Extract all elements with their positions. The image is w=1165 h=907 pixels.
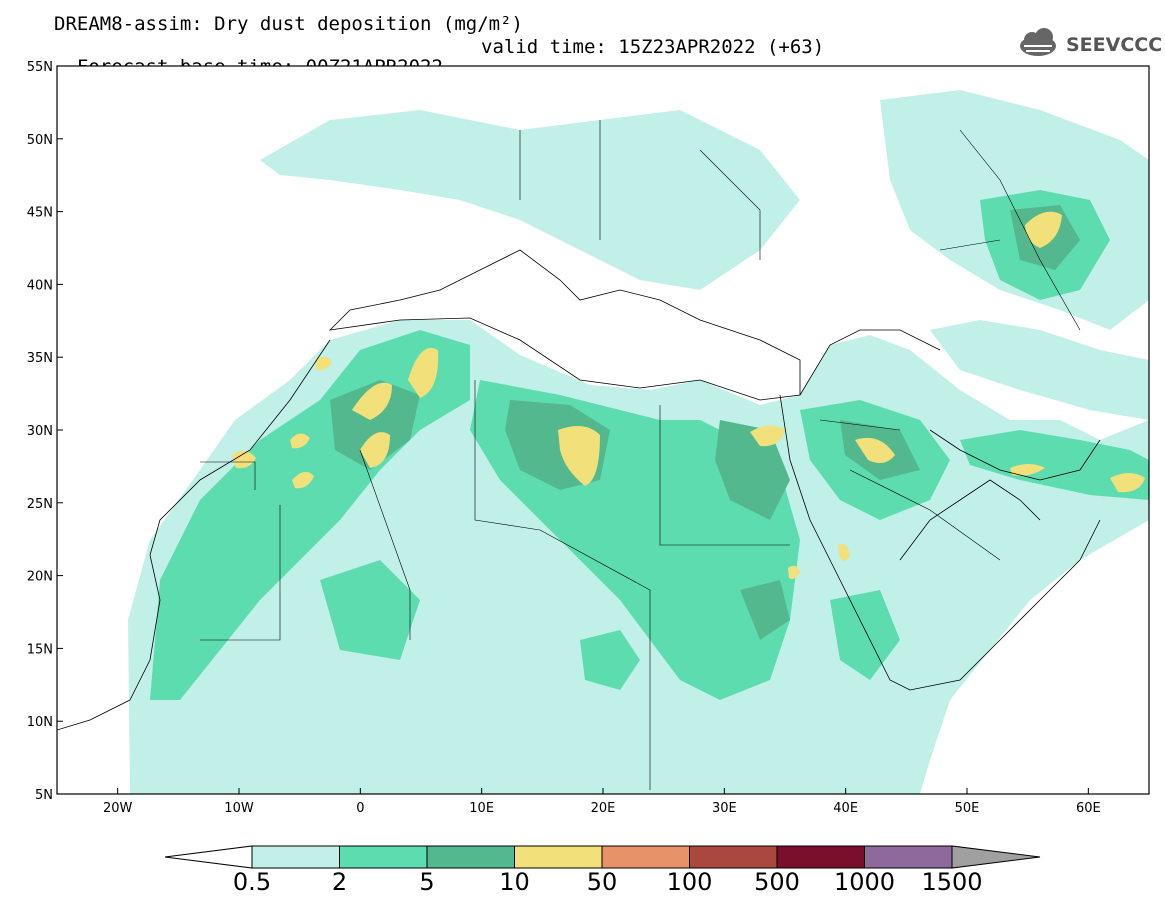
map-title: DREAM8-assim: Dry dust deposition (mg/m²… bbox=[54, 13, 523, 35]
lat-tick-label: 40N bbox=[27, 278, 53, 293]
colorbar-swatch bbox=[514, 845, 603, 869]
colorbar-swatch bbox=[339, 845, 428, 869]
latitude-ticks: 5N 10N 15N 20N 25N 30N 35N 40N 45N 50N 55N bbox=[27, 60, 63, 803]
valid-time: valid time: 15Z23APR2022 (+63) bbox=[481, 36, 825, 58]
lat-tick-label: 5N bbox=[35, 788, 53, 803]
colorbar-label: 0.5 bbox=[232, 868, 272, 896]
colorbar-label: 1500 bbox=[921, 868, 983, 896]
colorbar-label: 50 bbox=[586, 868, 618, 896]
lat-tick-label: 25N bbox=[27, 497, 53, 512]
colorbar-under-arrow bbox=[164, 845, 253, 869]
colorbar-label: 100 bbox=[666, 868, 713, 896]
lon-tick-label: 50E bbox=[955, 801, 980, 816]
dust-contour-high bbox=[232, 450, 256, 469]
lon-tick-label: 20E bbox=[591, 801, 616, 816]
colorbar-label: 2 bbox=[331, 868, 348, 896]
lat-tick-label: 30N bbox=[27, 424, 53, 439]
colorbar-label: 10 bbox=[499, 868, 530, 896]
colorbar-swatch bbox=[601, 845, 690, 869]
colorbar-over-arrow bbox=[951, 845, 1041, 869]
cloud-icon bbox=[1020, 28, 1056, 56]
colorbar bbox=[164, 845, 1041, 869]
lat-tick-label: 50N bbox=[27, 133, 53, 148]
colorbar-label: 5 bbox=[419, 868, 435, 896]
colorbar-label: 500 bbox=[754, 868, 800, 896]
logo-text: SEEVCCC bbox=[1066, 34, 1163, 56]
lat-tick-label: 20N bbox=[27, 570, 53, 585]
dust-contour-dark bbox=[330, 380, 420, 470]
country-borders bbox=[200, 120, 1081, 790]
lon-tick-label: 30E bbox=[712, 801, 737, 816]
longitude-ticks: 20W 10W 0 10E 20E 30E 40E 50E 60E bbox=[103, 788, 1101, 816]
lon-tick-label: 60E bbox=[1076, 801, 1101, 816]
lat-tick-label: 10N bbox=[27, 715, 53, 730]
lat-tick-label: 55N bbox=[27, 60, 53, 75]
lon-tick-label: 0 bbox=[356, 801, 364, 816]
colorbar-swatch bbox=[426, 845, 515, 869]
lon-tick-label: 10W bbox=[224, 801, 254, 816]
lat-tick-label: 35N bbox=[27, 351, 53, 366]
seevccc-logo bbox=[1020, 28, 1056, 56]
lat-tick-label: 15N bbox=[27, 642, 53, 657]
colorbar-swatch bbox=[776, 845, 865, 869]
dust-field bbox=[57, 66, 1149, 794]
lon-tick-label: 20W bbox=[103, 801, 133, 816]
colorbar-swatch bbox=[689, 845, 778, 869]
colorbar-swatch bbox=[864, 845, 953, 869]
colorbar-swatch bbox=[251, 845, 340, 869]
lon-tick-label: 10E bbox=[469, 801, 494, 816]
lon-tick-label: 40E bbox=[833, 801, 858, 816]
lat-tick-label: 45N bbox=[27, 206, 53, 221]
colorbar-label: 1000 bbox=[833, 868, 896, 896]
mediterranean-sea bbox=[328, 249, 801, 401]
